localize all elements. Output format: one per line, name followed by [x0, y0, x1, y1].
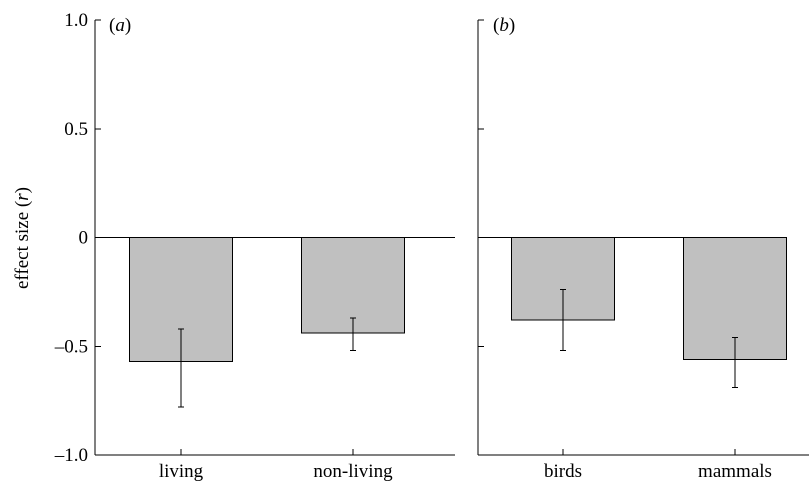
x-tick-label-birds: birds	[544, 461, 582, 482]
error-bar-mammals	[732, 337, 738, 389]
y-tick-label: –1.0	[54, 445, 88, 466]
panel-label-a: (a)	[109, 15, 131, 36]
x-tick-label-mammals: mammals	[698, 461, 772, 482]
error-bar-non-living	[350, 317, 356, 352]
y-tick-label: 0.5	[64, 119, 88, 140]
x-tick-label-non-living: non-living	[313, 461, 393, 482]
error-bar-living	[178, 328, 184, 408]
error-bar-birds	[560, 289, 566, 352]
y-axis-title: effect size (r)	[12, 187, 33, 289]
panel-a: living non-living 1.0 0.5 0 –0.5 –1.0 (a) effect…	[12, 10, 455, 482]
y-tick-label: –0.5	[54, 336, 88, 357]
x-tick-label-living: living	[159, 461, 204, 482]
panel-label-b: (b)	[493, 15, 515, 36]
y-tick-label: 0	[79, 228, 89, 249]
panel-b: birds mammals (b)	[477, 15, 809, 482]
y-tick-label: 1.0	[64, 10, 88, 31]
